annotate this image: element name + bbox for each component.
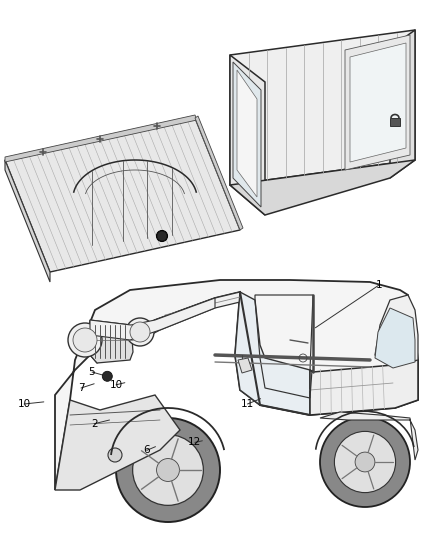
Polygon shape [375, 295, 418, 365]
Circle shape [102, 372, 112, 381]
Polygon shape [350, 43, 406, 162]
Polygon shape [235, 292, 310, 415]
Polygon shape [233, 62, 261, 207]
Polygon shape [320, 412, 418, 460]
Circle shape [130, 322, 150, 342]
Circle shape [133, 434, 203, 505]
Text: 5: 5 [88, 367, 95, 377]
Circle shape [108, 448, 122, 462]
Text: 6: 6 [143, 446, 150, 455]
Polygon shape [230, 160, 415, 215]
Polygon shape [55, 395, 180, 490]
Text: 10: 10 [18, 399, 31, 409]
Polygon shape [230, 55, 265, 215]
Circle shape [116, 418, 220, 522]
Circle shape [355, 452, 375, 472]
Polygon shape [55, 280, 418, 490]
Text: 12: 12 [188, 438, 201, 447]
Polygon shape [5, 118, 240, 272]
Polygon shape [238, 358, 252, 373]
Polygon shape [375, 308, 415, 368]
Polygon shape [345, 35, 410, 170]
Polygon shape [390, 30, 415, 178]
Text: 1: 1 [375, 280, 382, 290]
Polygon shape [195, 116, 243, 230]
Polygon shape [230, 30, 415, 185]
Polygon shape [5, 160, 50, 282]
Circle shape [73, 328, 97, 352]
Polygon shape [310, 360, 418, 415]
Polygon shape [5, 115, 197, 162]
Circle shape [156, 230, 167, 241]
Polygon shape [90, 298, 215, 340]
Text: 10: 10 [110, 380, 123, 390]
Text: 7: 7 [78, 383, 85, 393]
Circle shape [68, 323, 102, 357]
Polygon shape [237, 70, 257, 197]
Circle shape [156, 458, 180, 481]
Circle shape [157, 231, 167, 241]
Polygon shape [90, 292, 240, 363]
Polygon shape [90, 320, 133, 363]
Circle shape [126, 318, 154, 346]
Bar [390, 118, 400, 126]
Text: 2: 2 [91, 419, 98, 429]
Circle shape [334, 431, 396, 492]
Text: 11: 11 [241, 399, 254, 409]
Circle shape [320, 417, 410, 507]
